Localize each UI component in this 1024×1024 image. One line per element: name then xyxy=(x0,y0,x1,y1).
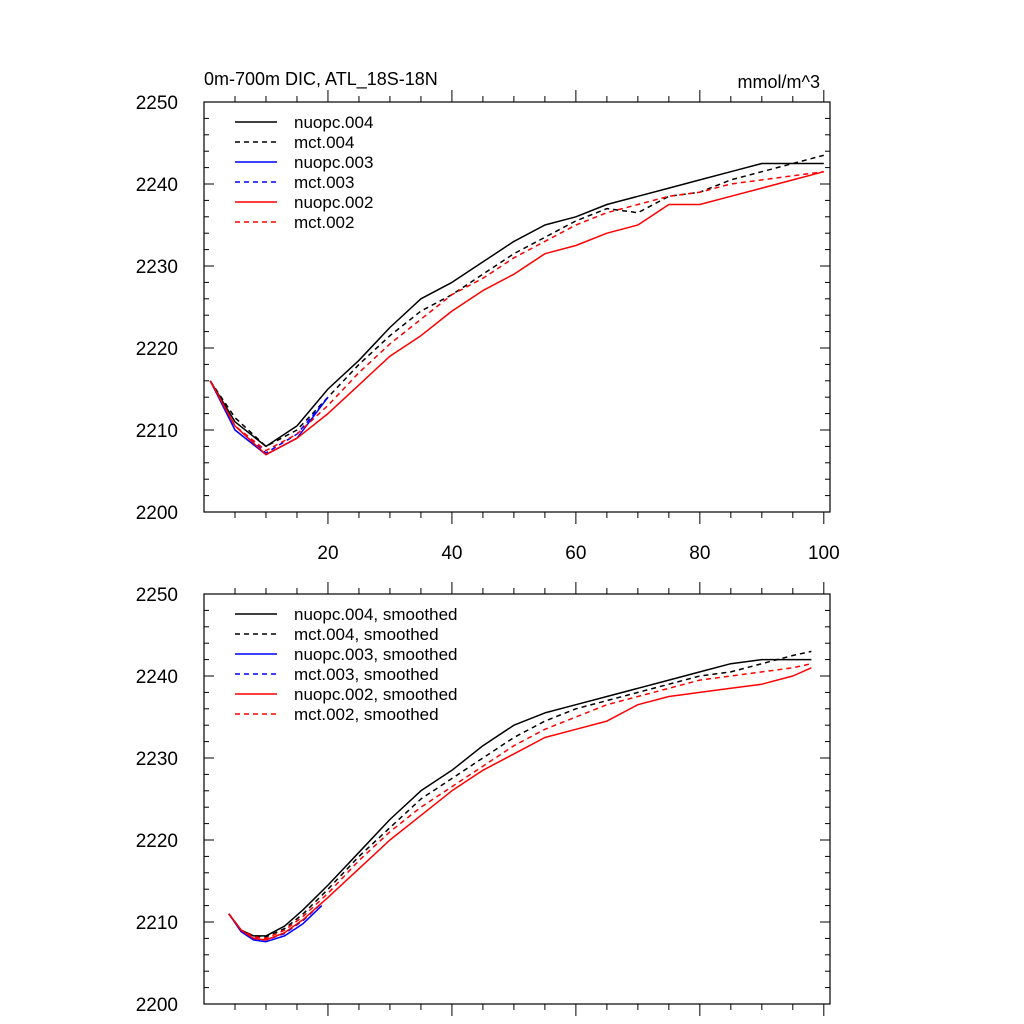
legend-label: mct.004, smoothed xyxy=(294,625,439,644)
legend-label: mct.003 xyxy=(294,173,354,192)
legend-label: mct.002, smoothed xyxy=(294,705,439,724)
legend-label: nuopc.004 xyxy=(294,113,373,132)
y-tick-label: 2200 xyxy=(136,995,178,1016)
series-line-nuopc-002-smoothed xyxy=(228,667,812,941)
y-tick-label: 2250 xyxy=(136,585,178,606)
top-panel-frame xyxy=(203,101,831,513)
legend-label: nuopc.002 xyxy=(294,193,373,212)
legend-label: nuopc.003, smoothed xyxy=(294,645,458,664)
x-tick-label: 60 xyxy=(565,543,586,564)
series-line-nuopc-004 xyxy=(209,162,824,448)
legend-label: mct.003, smoothed xyxy=(294,665,439,684)
y-tick-label: 2200 xyxy=(136,503,178,524)
top-panel-legend: nuopc.004mct.004nuopc.003mct.003nuopc.00… xyxy=(235,113,373,232)
series-line-mct-002-smoothed xyxy=(228,662,812,940)
series-line-nuopc-002 xyxy=(209,170,824,456)
bottom-panel: 2200 2210 2220 2230 2240 2250 nuopc.004, smoo… xyxy=(136,582,831,1016)
legend-label: nuopc.004, smoothed xyxy=(294,605,458,624)
top-panel: 0m-700m DIC, ATL_18S-18N mmol/m^3 220022… xyxy=(136,69,840,564)
y-tick-label: 2220 xyxy=(136,339,178,360)
bottom-panel-frame xyxy=(203,593,831,1005)
legend-label: mct.004 xyxy=(294,133,354,152)
y-tick-label: 2220 xyxy=(136,831,178,852)
y-tick-label: 2230 xyxy=(136,257,178,278)
y-tick-label: 2240 xyxy=(136,667,178,688)
x-tick-label: 100 xyxy=(808,543,840,564)
y-tick-label: 2240 xyxy=(136,175,178,196)
top-panel-series xyxy=(209,154,824,456)
legend-label: mct.002 xyxy=(294,213,354,232)
bottom-panel-series xyxy=(228,650,812,943)
y-tick-label: 2250 xyxy=(136,93,178,114)
units-label: mmol/m^3 xyxy=(738,72,820,92)
chart-title: 0m-700m DIC, ATL_18S-18N xyxy=(204,69,438,90)
y-tick-label: 2210 xyxy=(136,421,178,442)
x-tick-label: 80 xyxy=(689,543,710,564)
legend-label: nuopc.002, smoothed xyxy=(294,685,458,704)
series-line-nuopc-003-smoothed xyxy=(228,905,323,943)
y-tick-label: 2230 xyxy=(136,749,178,770)
legend-label: nuopc.003 xyxy=(294,153,373,172)
series-line-mct-002 xyxy=(209,170,824,452)
x-tick-label: 20 xyxy=(317,543,338,564)
series-line-mct-003 xyxy=(209,380,329,454)
series-line-mct-004 xyxy=(209,154,824,448)
series-line-nuopc-004-smoothed xyxy=(228,658,812,937)
y-tick-label: 2210 xyxy=(136,913,178,934)
top-panel-ticks: 2200 2210 2220 2230 2240 2250 20 40 60 80 100 xyxy=(136,90,840,564)
bottom-panel-ticks: 2200 2210 2220 2230 2240 2250 xyxy=(136,582,830,1016)
x-tick-label: 40 xyxy=(441,543,462,564)
